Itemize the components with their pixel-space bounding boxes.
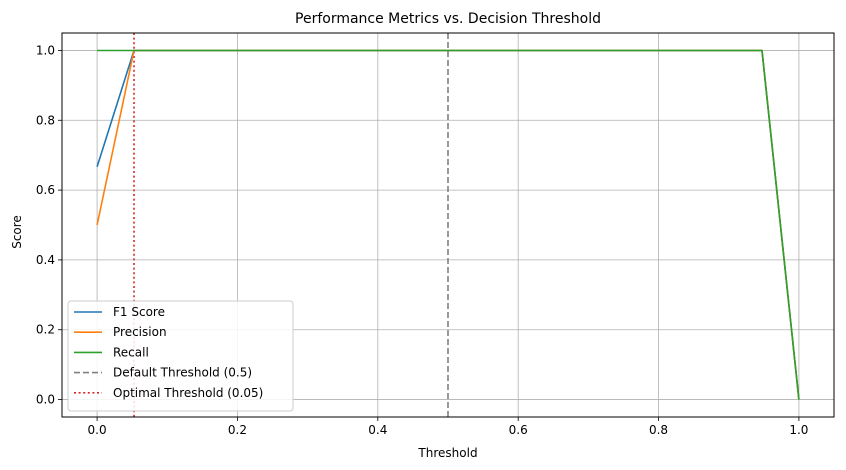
legend-label: Default Threshold (0.5) — [113, 366, 252, 380]
y-tick-label: 0.6 — [36, 183, 55, 197]
reference-lines — [133, 33, 449, 417]
x-tick-label: 0.4 — [368, 423, 387, 437]
x-axis-label: Threshold — [417, 446, 477, 460]
x-tick-label: 0.6 — [509, 423, 528, 437]
axis-ticks: 0.0 0.2 0.4 0.6 0.8 1.0 0.0 0.2 0.4 0.6 0.8 1.0 — [36, 43, 809, 437]
x-tick-label: 0.8 — [649, 423, 668, 437]
legend-label: Optimal Threshold (0.05) — [113, 386, 263, 400]
y-tick-label: 1.0 — [36, 43, 55, 57]
legend-label: F1 Score — [113, 305, 165, 319]
y-tick-label: 0.8 — [36, 113, 55, 127]
series-line — [97, 49, 800, 400]
legend-label: Precision — [113, 325, 167, 339]
plot-frame — [61, 32, 835, 418]
x-tick-label: 1.0 — [789, 423, 808, 437]
y-tick-label: 0.0 — [36, 393, 55, 407]
legend: F1 Score Precision Recall Default Threshold… — [67, 300, 294, 412]
chart-title: Performance Metrics vs. Decision Thresho… — [295, 11, 601, 27]
y-axis-label: Score — [10, 215, 24, 249]
series-lines — [96, 49, 800, 400]
x-tick-label: 0.2 — [228, 423, 247, 437]
x-tick-label: 0.0 — [88, 423, 107, 437]
legend-box — [67, 300, 294, 412]
legend-label: Recall — [113, 345, 149, 359]
y-tick-label: 0.4 — [36, 253, 55, 267]
y-tick-label: 0.2 — [36, 323, 55, 337]
